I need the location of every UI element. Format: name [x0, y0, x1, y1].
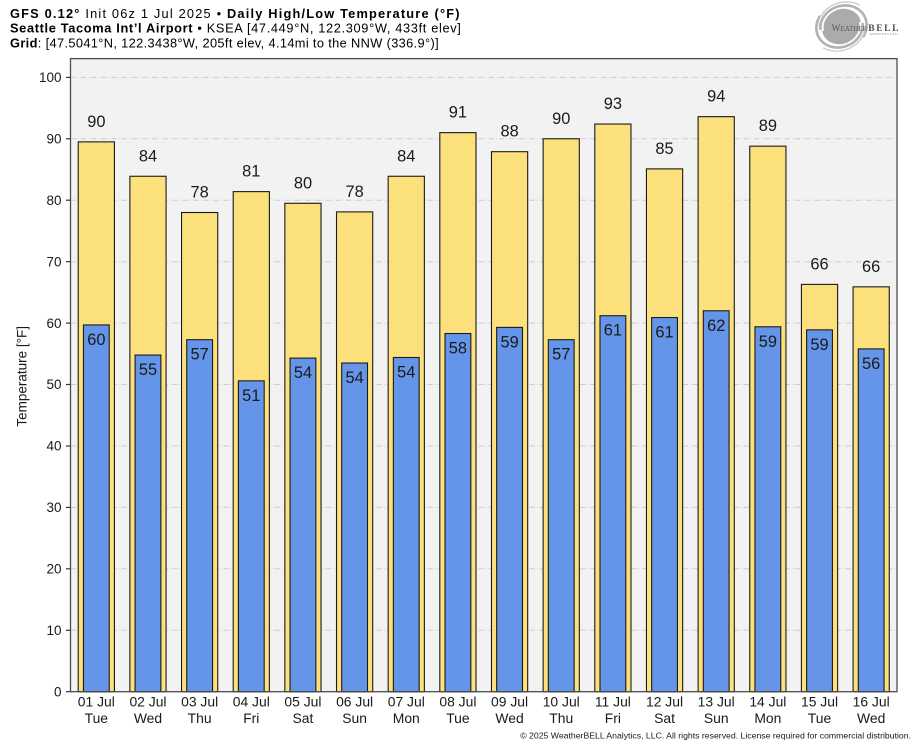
- svg-text:60: 60: [87, 331, 105, 349]
- svg-text:54: 54: [397, 363, 415, 381]
- svg-text:78: 78: [191, 184, 209, 202]
- svg-text:93: 93: [604, 95, 622, 113]
- svg-text:51: 51: [242, 387, 260, 405]
- svg-text:13 Jul: 13 Jul: [698, 693, 735, 709]
- svg-text:© 2025 WeatherBELL Analytics,: © 2025 WeatherBELL Analytics, LLC. All r…: [520, 731, 911, 741]
- svg-text:Wed: Wed: [857, 710, 885, 726]
- svg-text:59: 59: [500, 333, 518, 351]
- svg-text:Mon: Mon: [393, 710, 420, 726]
- svg-text:90: 90: [46, 132, 61, 147]
- svg-text:0: 0: [54, 684, 62, 699]
- svg-text:88: 88: [500, 123, 518, 141]
- svg-text:10 Jul: 10 Jul: [543, 693, 580, 709]
- svg-text:Wed: Wed: [495, 710, 523, 726]
- svg-text:59: 59: [759, 333, 777, 351]
- svg-text:05 Jul: 05 Jul: [284, 693, 321, 709]
- svg-text:58: 58: [449, 340, 467, 358]
- svg-text:Sun: Sun: [704, 710, 729, 726]
- svg-text:02 Jul: 02 Jul: [129, 693, 166, 709]
- svg-text:90: 90: [87, 113, 105, 131]
- svg-text:56: 56: [862, 355, 880, 373]
- svg-text:60: 60: [46, 316, 61, 331]
- svg-text:03 Jul: 03 Jul: [181, 693, 218, 709]
- svg-text:57: 57: [191, 346, 209, 364]
- svg-text:62: 62: [707, 317, 725, 335]
- svg-text:Seattle Tacoma Int’l Airport •: Seattle Tacoma Int’l Airport • KSEA [47.…: [10, 21, 461, 36]
- svg-text:100: 100: [39, 70, 62, 85]
- svg-text:61: 61: [655, 324, 673, 342]
- svg-text:BELL: BELL: [868, 24, 900, 34]
- svg-text:Sun: Sun: [342, 710, 367, 726]
- svg-text:WEATHER: WEATHER: [832, 24, 868, 34]
- svg-text:20: 20: [46, 562, 61, 577]
- svg-text:11 Jul: 11 Jul: [595, 693, 631, 709]
- svg-text:84: 84: [397, 147, 415, 165]
- svg-text:80: 80: [294, 174, 312, 192]
- svg-text:59: 59: [810, 336, 828, 354]
- svg-text:Fri: Fri: [243, 710, 259, 726]
- svg-text:Wed: Wed: [134, 710, 162, 726]
- svg-text:ANALYTICS LLC: ANALYTICS LLC: [870, 32, 899, 36]
- svg-text:GFS 0.12° Init 06z 1 Jul 2025: GFS 0.12° Init 06z 1 Jul 2025 • Daily Hi…: [10, 6, 461, 21]
- svg-text:66: 66: [862, 258, 880, 276]
- svg-text:80: 80: [46, 193, 61, 208]
- svg-text:54: 54: [294, 364, 312, 382]
- svg-text:14 Jul: 14 Jul: [749, 693, 786, 709]
- svg-text:40: 40: [46, 439, 61, 454]
- svg-text:Mon: Mon: [754, 710, 781, 726]
- svg-text:10: 10: [46, 623, 61, 638]
- svg-text:15 Jul: 15 Jul: [801, 693, 838, 709]
- svg-text:61: 61: [604, 322, 622, 340]
- svg-text:55: 55: [139, 361, 157, 379]
- svg-text:50: 50: [46, 377, 61, 392]
- svg-text:70: 70: [46, 254, 61, 269]
- svg-text:84: 84: [139, 147, 157, 165]
- svg-text:07 Jul: 07 Jul: [388, 693, 425, 709]
- svg-text:06 Jul: 06 Jul: [336, 693, 373, 709]
- svg-text:85: 85: [655, 140, 673, 158]
- svg-text:57: 57: [552, 346, 570, 364]
- svg-text:09 Jul: 09 Jul: [491, 693, 528, 709]
- svg-text:04 Jul: 04 Jul: [233, 693, 270, 709]
- svg-text:Thu: Thu: [549, 710, 573, 726]
- svg-text:90: 90: [552, 110, 570, 128]
- svg-text:Tue: Tue: [85, 710, 109, 726]
- svg-text:94: 94: [707, 88, 725, 106]
- svg-text:78: 78: [345, 183, 363, 201]
- svg-text:08 Jul: 08 Jul: [439, 693, 476, 709]
- svg-text:30: 30: [46, 500, 61, 515]
- svg-text:Fri: Fri: [605, 710, 621, 726]
- svg-text:Temperature [°F]: Temperature [°F]: [15, 326, 30, 427]
- svg-text:Grid: [47.5041°N, 122.3438°W,: Grid: [47.5041°N, 122.3438°W, 205ft elev…: [10, 35, 439, 50]
- svg-text:01 Jul: 01 Jul: [78, 693, 115, 709]
- svg-text:66: 66: [810, 255, 828, 273]
- svg-text:81: 81: [242, 163, 260, 181]
- svg-text:89: 89: [759, 117, 777, 135]
- svg-text:16 Jul: 16 Jul: [853, 693, 890, 709]
- svg-text:91: 91: [449, 104, 467, 122]
- svg-text:Sat: Sat: [654, 710, 675, 726]
- svg-text:Thu: Thu: [188, 710, 212, 726]
- svg-text:Tue: Tue: [446, 710, 470, 726]
- svg-text:12 Jul: 12 Jul: [646, 693, 683, 709]
- svg-text:Tue: Tue: [808, 710, 832, 726]
- svg-text:54: 54: [345, 369, 363, 387]
- svg-text:Sat: Sat: [293, 710, 314, 726]
